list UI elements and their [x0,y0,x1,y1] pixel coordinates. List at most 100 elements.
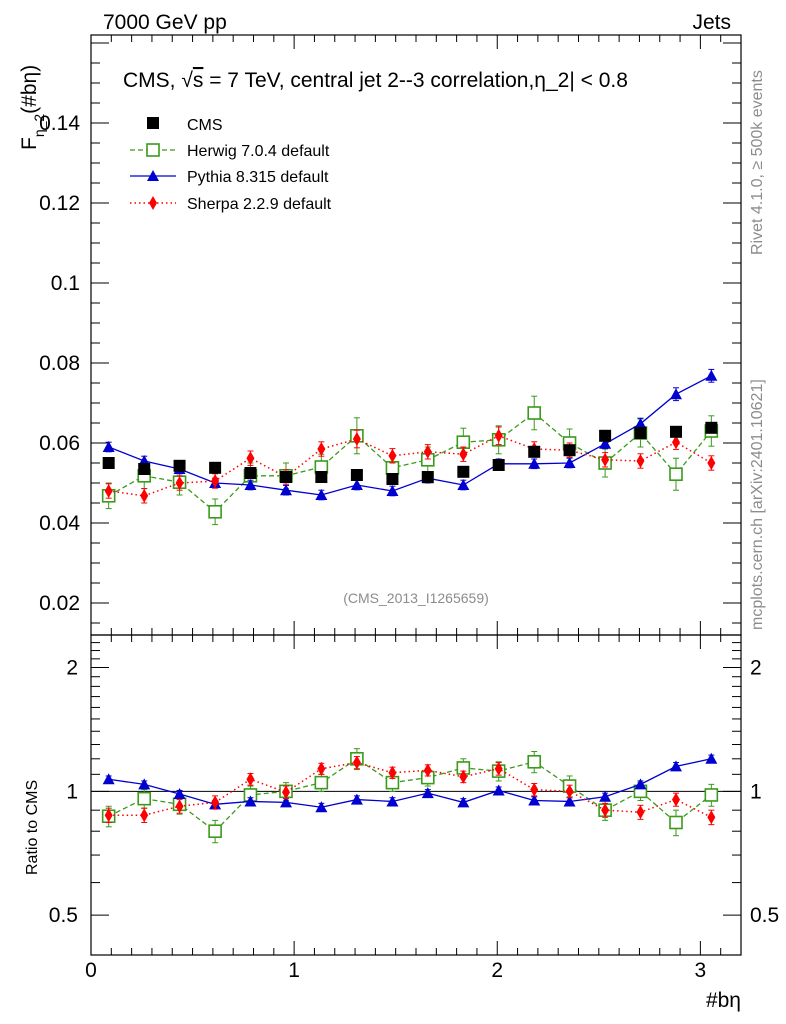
y-tick-label: 0.02 [39,592,80,615]
ratio-point-herwig [704,788,719,802]
legend: CMS Herwig 7.0.4 default Pythia 8.315 de… [130,117,332,213]
x-axis-label: #bη [706,989,741,1012]
rivet-info: Rivet 4.1.0, ≥ 500k events [749,70,766,255]
ratio-series-layer [101,748,719,844]
legend-label-pythia: Pythia 8.315 default [187,169,329,186]
main-line-sherpa [108,434,712,497]
main-point-sherpa [175,476,184,490]
main-point-cms [634,427,647,439]
main-point-pythia [670,388,682,400]
ratio-point-sherpa [140,808,149,823]
y-axis-label-sub: η_2 [31,114,47,138]
main-point-cms [705,421,718,434]
ratio-point-pythia [173,788,186,800]
legend-label-cms: CMS [187,117,223,134]
ratio-point-pythia [457,796,470,808]
ratio-point-sherpa [104,808,113,823]
ratio-point-sherpa [317,761,326,776]
y-tick-label: 0.12 [39,192,80,215]
main-series-layer [101,368,719,526]
ratio-point-pythia [528,794,541,806]
ratio-y-tick-label-right: 0.5 [750,904,779,927]
main-point-cms [457,465,470,478]
main-line-herwig [108,412,712,513]
main-series-sherpa [104,426,716,504]
chart-title: CMS, √s = 7 TeV, central jet 2--3 correl… [123,69,628,92]
ratio-point-sherpa [175,799,184,814]
y-axis-label-main: F [18,137,41,150]
main-point-sherpa [104,484,113,498]
y-axis-label: Fη_2(#bη) [18,65,47,150]
main-point-pythia [280,484,292,496]
x-tick-label: 0 [85,959,97,982]
main-point-sherpa [140,488,149,503]
main-point-sherpa [388,448,397,463]
ratio-point-herwig [527,754,542,769]
ratio-point-sherpa [246,772,255,787]
chart-title-prefix: CMS, [123,69,181,92]
main-point-pythia [244,479,257,490]
main-point-cms [350,469,363,481]
ratio-point-sherpa [707,810,716,825]
beam-label: 7000 GeV pp [103,11,227,34]
main-point-pythia [528,457,541,469]
main-point-sherpa [423,444,432,459]
ratio-y-axis-label: Ratio to CMS [24,780,41,875]
main-point-herwig [527,406,542,420]
main-point-cms [421,471,434,483]
ratio-point-sherpa [601,803,610,818]
ratio-line-herwig [108,758,712,833]
ratio-series-herwig [101,748,719,844]
ratio-point-pythia [138,778,151,790]
ratio-line-pythia [108,758,712,808]
ratio-point-pythia [350,793,363,805]
ratio-y-tick-label-left: 1 [66,780,78,803]
ratio-point-sherpa [672,792,680,807]
mcplots-info: mcplots.cern.ch [arXiv:2401.10621] [749,379,766,630]
main-axes: 0.02 0.04 0.06 0.08 0.1 0.12 0.14 [39,35,742,635]
ratio-point-pythia [634,778,647,790]
ratio-point-sherpa [530,782,539,797]
main-point-cms [315,471,328,483]
ratio-series-pythia [102,752,718,813]
main-point-cms [492,459,505,471]
chart-title-sqrt: √ [181,69,193,92]
legend-label-herwig: Herwig 7.0.4 default [187,143,330,160]
ratio-point-sherpa [494,761,503,776]
ratio-point-pythia [102,773,115,785]
analysis-id: (CMS_2013_I1265659) [343,590,489,606]
y-tick-label: 0.1 [51,272,80,295]
legend-marker-cms [147,117,159,129]
main-point-pythia [315,489,328,500]
main-series-cms [102,421,718,485]
main-point-sherpa [211,474,220,488]
y-tick-label: 0.08 [39,352,80,375]
ratio-point-sherpa [636,805,645,820]
ratio-point-sherpa [211,795,220,810]
process-label: Jets [692,11,731,34]
legend-label-sherpa: Sherpa 2.2.9 default [187,196,332,213]
main-point-pythia [350,479,363,490]
main-point-cms [599,429,612,442]
ratio-point-pythia [315,801,328,813]
ratio-point-pythia [670,760,682,772]
ratio-point-herwig [314,775,329,790]
main-series-pythia [102,368,718,501]
ratio-y-tick-label-left: 2 [66,657,78,680]
main-point-pythia [705,369,718,381]
main-point-sherpa [672,435,680,450]
main-point-pythia [457,479,470,490]
ratio-point-pythia [421,787,434,799]
chart-title-s: s [193,69,204,92]
svg-text:Fη_2(#bη): Fη_2(#bη) [18,65,47,150]
main-point-cms [386,473,399,485]
main-point-sherpa [352,432,361,446]
ratio-point-herwig [137,791,152,806]
y-axis-label-tail: (#bη) [18,65,41,114]
legend-marker-herwig [146,143,160,157]
main-point-herwig [456,435,471,450]
main-point-cms [138,463,151,475]
chart-title-suffix: = 7 TeV, central jet 2--3 correlation,η_… [203,69,628,92]
main-point-cms [244,467,257,479]
